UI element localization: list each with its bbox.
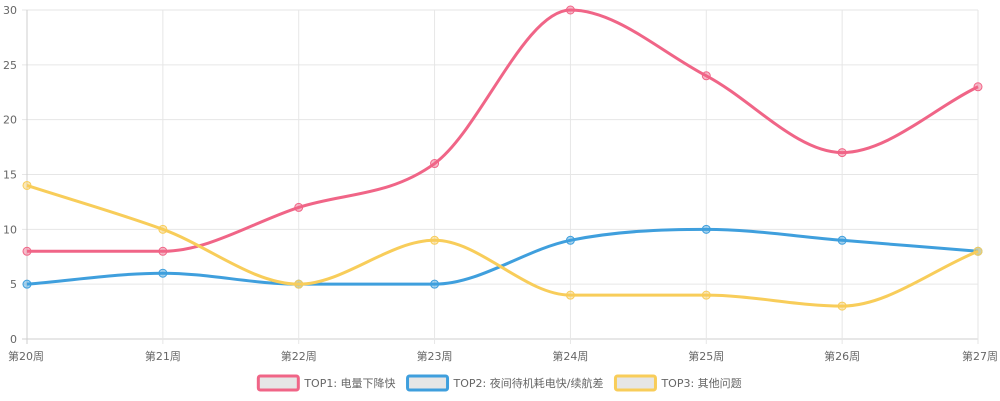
legend-swatch[interactable] xyxy=(406,374,450,392)
legend-swatch[interactable] xyxy=(256,374,300,392)
x-tick-label: 第22周 xyxy=(281,349,317,363)
data-point[interactable] xyxy=(430,279,440,289)
data-point[interactable] xyxy=(430,159,440,169)
axes: 0 5 10 15 20 25 30 第20周 第21周 第22周 第23周 第24周 第25周 第26周… xyxy=(3,4,998,363)
data-point[interactable] xyxy=(22,279,32,289)
series-line xyxy=(26,227,979,286)
data-point[interactable] xyxy=(565,5,575,15)
data-point[interactable] xyxy=(22,180,32,190)
y-tick-label: 20 xyxy=(3,114,17,127)
y-tick-label: 0 xyxy=(10,333,17,346)
x-tick-label: 第27周 xyxy=(962,349,998,363)
legend-label: TOP2: 夜间待机耗电快/续航差 xyxy=(453,376,604,390)
y-tick-label: 30 xyxy=(3,4,17,17)
x-tick-label: 第24周 xyxy=(552,349,588,363)
grid xyxy=(22,9,979,344)
data-point[interactable] xyxy=(158,246,168,256)
x-tick-label: 第23周 xyxy=(417,349,453,363)
data-point[interactable] xyxy=(294,202,304,212)
legend-label: TOP3: 其他问题 xyxy=(660,377,741,390)
data-point[interactable] xyxy=(158,224,168,234)
y-tick-label: 5 xyxy=(10,278,17,291)
data-point[interactable] xyxy=(294,279,304,289)
data-point[interactable] xyxy=(973,246,983,256)
series-3 xyxy=(22,180,983,311)
data-point[interactable] xyxy=(158,268,168,278)
series-line xyxy=(26,184,979,308)
legend-label: TOP1: 电量下降快 xyxy=(303,376,395,390)
series-line xyxy=(26,8,979,253)
data-point[interactable] xyxy=(565,235,575,245)
data-point[interactable] xyxy=(701,71,711,81)
data-point[interactable] xyxy=(837,148,847,158)
y-tick-label: 15 xyxy=(3,169,17,182)
legend: TOP1: 电量下降快 TOP2: 夜间待机耗电快/续航差 TOP3: 其他问题 xyxy=(256,374,742,392)
data-point[interactable] xyxy=(701,224,711,234)
data-point[interactable] xyxy=(430,235,440,245)
x-tick-label: 第20周 xyxy=(8,349,44,363)
x-tick-label: 第25周 xyxy=(688,349,724,363)
series-layer xyxy=(22,5,983,311)
data-point[interactable] xyxy=(701,290,711,300)
data-point[interactable] xyxy=(22,246,32,256)
data-point[interactable] xyxy=(565,290,575,300)
series-1 xyxy=(22,5,983,256)
data-point[interactable] xyxy=(837,301,847,311)
x-tick-label: 第26周 xyxy=(824,349,860,363)
series-2 xyxy=(22,224,983,289)
data-point[interactable] xyxy=(973,82,983,92)
legend-swatch[interactable] xyxy=(613,374,657,392)
x-tick-label: 第21周 xyxy=(145,349,181,363)
y-tick-label: 25 xyxy=(3,59,17,72)
data-point[interactable] xyxy=(837,235,847,245)
y-tick-label: 10 xyxy=(3,223,17,236)
